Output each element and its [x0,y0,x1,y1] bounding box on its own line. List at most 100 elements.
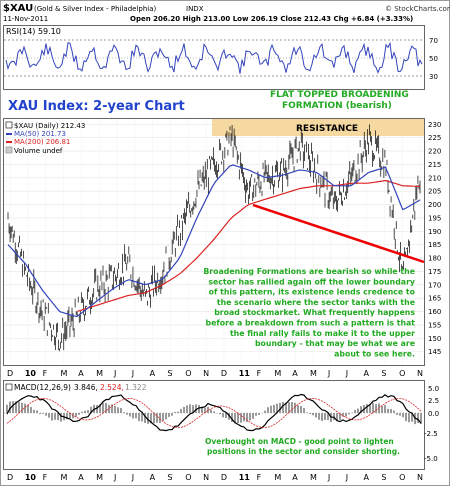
macd-hist-bar [153,413,155,423]
macd-hist-bar [84,411,86,413]
macd-hist-bar [372,403,374,413]
x-tick-label: A [78,369,84,378]
y-tick-label: 215 [428,161,441,169]
macd-hist-bar [114,406,116,413]
macd-hist-bar [36,410,38,413]
rsi-tick-30: 30 [429,73,438,81]
macd-hist-bar [297,405,299,413]
y-tick-label: 225 [428,134,441,142]
commentary-line: of this pattern, its existence lends cre… [209,288,416,297]
macd-hist-bar [348,413,350,414]
chart-title: XAU Index: 2-year Chart [8,99,185,114]
x-tick-label: J [131,369,134,378]
macd-hist-bar [12,401,14,413]
x-tick-label: S [167,369,172,378]
macd-hist-bar [387,409,389,413]
macd-hist-bar [108,405,110,413]
header-exchange: INDX [186,5,204,13]
macd-hist-bar [135,413,137,418]
macd-tick-neg-5: -5.0 [424,455,438,463]
x-tick-label-bottom: M [274,473,281,482]
macd-hist-bar [165,413,167,419]
x-tick-label-bottom: D [221,473,227,482]
macd-hist-bar [252,413,254,419]
commentary-line: Broadening Formations are bearish so whi… [203,267,415,276]
macd-hist-bar [210,410,212,413]
x-tick-label: S [381,369,386,378]
macd-hist-bar [243,413,245,421]
x-tick-label: N [203,369,209,378]
x-tick-label: A [150,369,156,378]
x-tick-label-bottom: J [327,473,330,482]
x-tick-label-bottom: O [185,473,191,482]
y-tick-label: 165 [428,295,441,303]
x-tick-label-bottom: A [150,473,156,482]
x-tick-label: D [221,369,227,378]
y-tick-label: 205 [428,188,441,196]
x-tick-label-bottom: A [78,473,84,482]
x-tick-label: 10 [25,369,37,378]
y-tick-label: 210 [428,174,441,182]
x-tick-label-bottom: J [113,473,116,482]
macd-hist-bar [315,413,317,417]
x-tick-label: A [364,369,370,378]
x-tick-label-bottom: O [399,473,405,482]
x-tick-label-bottom: J [131,473,134,482]
legend-ma200: MA(200) 206.81 [14,138,70,146]
x-tick-label-bottom: F [43,473,48,482]
legend-ma50: MA(50) 201.73 [14,130,66,138]
macd-hist-bar [399,413,401,416]
macd-hist-bar [381,406,383,413]
y-tick-label: 155 [428,321,441,329]
macd-hist-bar [159,413,161,423]
macd-hist-bar [396,413,398,415]
macd-hist-bar [339,413,341,420]
macd-note-1: Overbought on MACD - good point to light… [205,437,394,446]
macd-hist-bar [120,408,122,413]
x-tick-label-bottom: S [167,473,172,482]
macd-hist-bar [186,405,188,413]
commentary-line: sector has rallied again off the lower b… [208,277,415,286]
macd-tick-0: 0.0 [428,410,439,418]
x-tick-label-bottom: N [203,473,209,482]
macd-hist-bar [51,413,53,421]
macd-hist-bar [318,413,320,420]
macd-hist-bar [246,413,248,422]
macd-hist-bar [183,407,185,413]
macd-hist-bar [357,409,359,413]
x-tick-label-bottom: A [364,473,370,482]
macd-hist-bar [48,413,50,418]
resistance-label: RESISTANCE [296,124,358,134]
macd-hist-bar [264,411,266,413]
macd-hist-bar [303,408,305,413]
macd-hist-bar [180,409,182,413]
macd-hist-bar [384,405,386,413]
macd-hist-bar [30,407,32,413]
x-tick-label: J [345,369,348,378]
macd-hist-bar [402,413,404,417]
macd-hist-bar [156,413,158,423]
rsi-tick-50: 50 [429,55,438,63]
macd-value-1: 3.846, [74,383,98,392]
x-tick-label: O [399,369,405,378]
x-tick-label-bottom: A [292,473,298,482]
commentary-line: about to see here. [334,349,415,358]
x-tick-label: M [274,369,281,378]
legend-xau: $XAU (Daily) 212.43 [14,122,85,130]
x-tick-label-bottom: 11 [239,473,251,482]
macd-hist-bar [408,413,410,422]
y-tick-label: 190 [428,228,441,236]
macd-hist-bar [222,413,224,417]
macd-hist-bar [78,413,80,415]
macd-hist-bar [171,413,173,416]
y-tick-label: 185 [428,241,441,249]
macd-hist-bar [213,411,215,413]
x-tick-label: D [7,369,13,378]
x-tick-label-bottom: D [7,473,13,482]
y-tick-label: 145 [428,348,441,356]
y-tick-label: 230 [428,121,441,129]
x-tick-label: M [96,369,103,378]
macd-hist-bar [132,413,134,418]
x-tick-label-bottom: M [96,473,103,482]
